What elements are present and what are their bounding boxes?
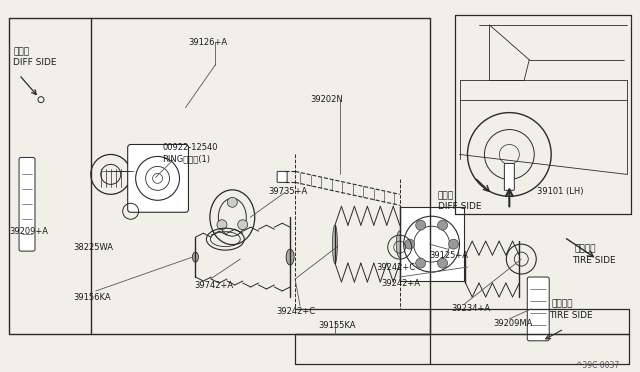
Circle shape <box>415 220 426 230</box>
Text: 39242+A: 39242+A <box>382 279 420 288</box>
Ellipse shape <box>332 225 337 263</box>
Text: 39242+C: 39242+C <box>276 307 316 316</box>
Text: 39101 (LH): 39101 (LH) <box>537 187 584 196</box>
Ellipse shape <box>286 249 294 265</box>
FancyBboxPatch shape <box>127 144 188 212</box>
Circle shape <box>438 220 447 230</box>
Bar <box>400 207 465 281</box>
Circle shape <box>227 197 237 207</box>
Circle shape <box>217 220 227 230</box>
Text: 39242+C: 39242+C <box>376 263 415 272</box>
Ellipse shape <box>193 252 198 262</box>
Text: 39209MA: 39209MA <box>493 319 532 328</box>
Circle shape <box>415 258 426 268</box>
Text: 39125+A: 39125+A <box>429 251 468 260</box>
Text: 39735+A: 39735+A <box>268 187 307 196</box>
Text: 39156KA: 39156KA <box>73 293 111 302</box>
FancyBboxPatch shape <box>504 163 515 190</box>
Text: 39234+A: 39234+A <box>452 304 491 313</box>
Text: DIFF SIDE: DIFF SIDE <box>13 58 56 67</box>
FancyBboxPatch shape <box>527 277 549 341</box>
Circle shape <box>237 220 248 230</box>
Text: ^39C 0037: ^39C 0037 <box>576 361 619 370</box>
Text: 39202N: 39202N <box>310 94 343 104</box>
Text: タイヤ側: タイヤ側 <box>551 299 573 308</box>
Text: TIRE SIDE: TIRE SIDE <box>572 256 616 265</box>
Text: 39155KA: 39155KA <box>318 321 355 330</box>
Text: DIFF SIDE: DIFF SIDE <box>438 202 481 211</box>
Text: デフ側: デフ側 <box>438 191 454 201</box>
Circle shape <box>438 258 447 268</box>
Ellipse shape <box>396 231 403 257</box>
FancyBboxPatch shape <box>277 171 287 182</box>
Text: 39742+A: 39742+A <box>195 281 234 290</box>
Circle shape <box>404 239 415 249</box>
Text: デフ側: デフ側 <box>13 47 29 56</box>
Text: 38225WA: 38225WA <box>73 243 113 252</box>
Text: TIRE SIDE: TIRE SIDE <box>549 311 593 320</box>
Circle shape <box>449 239 458 249</box>
Text: 39209+A: 39209+A <box>9 227 48 236</box>
FancyBboxPatch shape <box>19 157 35 251</box>
Text: 39126+A: 39126+A <box>188 38 228 47</box>
Text: 00922-12540: 00922-12540 <box>163 144 218 153</box>
Text: RINGリング(1): RINGリング(1) <box>163 154 211 163</box>
Text: タイヤ側: タイヤ側 <box>574 244 596 253</box>
